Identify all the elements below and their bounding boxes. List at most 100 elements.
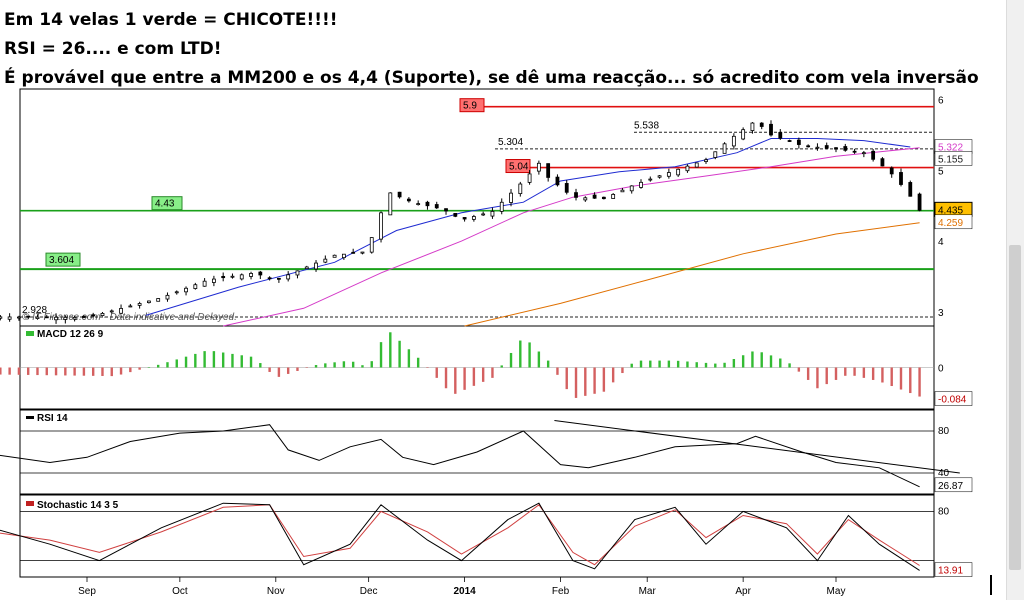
candle-body <box>509 192 513 203</box>
macd-bar <box>574 367 578 398</box>
moving-average-line <box>223 147 920 327</box>
candle-body <box>917 193 922 211</box>
candle-body <box>17 316 21 319</box>
macd-bar <box>639 360 643 368</box>
candle-body <box>787 140 792 142</box>
candle-body <box>286 274 291 280</box>
time-axis-label: Apr <box>735 586 751 597</box>
price-tag-label: 4.259 <box>938 218 963 229</box>
candle-body <box>899 172 903 185</box>
candle-body <box>323 258 328 263</box>
price-axis-tick-label: 3 <box>938 308 944 319</box>
candle-body <box>137 303 142 306</box>
candle-body <box>527 173 532 183</box>
candle-body <box>713 151 718 158</box>
candle-body <box>221 276 226 279</box>
candle-body <box>202 280 207 287</box>
candle-body <box>184 287 188 293</box>
candle-body <box>91 314 96 317</box>
macd-bar <box>407 349 411 368</box>
macd-bar <box>36 367 39 376</box>
stochastic-tick-label: 80 <box>938 506 950 517</box>
candle-body <box>35 316 40 319</box>
macd-bar <box>881 367 884 383</box>
candle-body <box>258 271 263 276</box>
candle-body <box>295 270 300 276</box>
level-label-box <box>45 252 81 267</box>
macd-bar <box>277 367 281 377</box>
macd-bar <box>732 359 736 368</box>
candle-body <box>750 122 755 131</box>
macd-bar <box>91 367 95 376</box>
candle-body <box>147 300 151 304</box>
macd-bar <box>890 367 893 387</box>
macd-bar <box>593 367 596 394</box>
candle-body <box>481 213 486 216</box>
candle-body <box>657 175 662 178</box>
macd-bar <box>342 361 346 368</box>
candle-body <box>536 162 541 172</box>
macd-last-label: -0.084 <box>938 395 967 406</box>
macd-bar <box>361 365 364 368</box>
macd-bar <box>676 360 680 368</box>
candle-body <box>360 251 365 254</box>
candle-body <box>193 284 198 289</box>
candle-body <box>72 317 77 320</box>
macd-bar <box>844 367 847 376</box>
level-label-box <box>151 196 183 211</box>
macd-bar <box>500 365 503 368</box>
macd-bar <box>584 367 587 396</box>
macd-bar <box>751 351 754 368</box>
price-tag-label: 5.155 <box>938 154 963 165</box>
macd-bar <box>203 351 206 368</box>
macd-bar <box>8 367 11 375</box>
macd-bar <box>379 342 383 368</box>
macd-bar <box>816 367 819 389</box>
candle-body <box>304 266 309 270</box>
candle-body <box>453 212 458 217</box>
macd-bar <box>129 367 132 373</box>
macd-bar <box>166 362 169 368</box>
candle-body <box>741 129 746 140</box>
price-tag-label: 5.322 <box>938 143 963 154</box>
candle-body <box>639 181 643 188</box>
stochastic-panel-frame <box>19 494 935 578</box>
candle-body <box>0 316 3 319</box>
macd-zero-label: 0 <box>938 364 944 375</box>
macd-bar <box>17 367 21 375</box>
macd-bar <box>45 367 48 376</box>
candle-body <box>351 251 356 254</box>
candle-body <box>583 197 588 201</box>
price-axis-tick-label: 6 <box>938 96 944 107</box>
macd-bar <box>630 363 633 368</box>
copyright-note: © IT-Finance.com - Data indicative and D… <box>22 312 237 323</box>
candle-body <box>82 316 86 318</box>
candle-body <box>211 278 216 283</box>
candle-body <box>406 198 411 202</box>
candle-body <box>7 316 12 320</box>
time-axis-label: Mar <box>639 586 657 597</box>
macd-bar <box>212 351 216 368</box>
macd-bar <box>231 353 234 368</box>
macd-bar <box>82 367 86 376</box>
candle-body <box>908 182 913 197</box>
macd-bar <box>862 367 866 378</box>
scrollbar-thumb[interactable] <box>1009 245 1021 570</box>
level-label: 5.304 <box>498 137 523 148</box>
macd-bar <box>602 367 606 392</box>
time-axis-label: Dec <box>360 586 378 597</box>
annotation-line-1: Em 14 velas 1 verde = CHICOTE!!!! <box>4 10 338 30</box>
macd-bar <box>175 359 178 368</box>
rsi-panel: RSI 14 <box>19 409 935 495</box>
time-axis-label: Sep <box>78 586 96 597</box>
macd-bar <box>0 367 2 375</box>
candle-body <box>694 162 699 168</box>
candle-body <box>806 145 811 148</box>
macd-bar <box>416 357 420 368</box>
macd-bar <box>509 352 513 368</box>
macd-bar <box>398 340 401 368</box>
macd-bar <box>528 342 531 368</box>
rsi-last-label: 26.87 <box>938 481 963 492</box>
time-axis-label: Oct <box>172 586 188 597</box>
candle-body <box>611 194 616 199</box>
